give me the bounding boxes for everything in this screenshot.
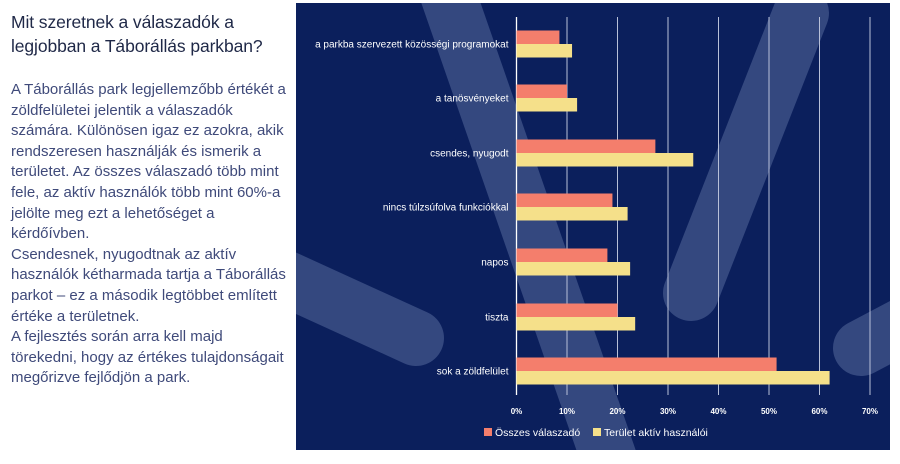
x-tick-label: 20% <box>609 407 625 416</box>
decor-stripe-3 <box>296 252 444 366</box>
x-tick-label: 70% <box>862 407 878 416</box>
legend: Összes válaszadó Terület aktív használói <box>484 427 708 439</box>
category-label: nincs túlzsúfolva funkciókkal <box>383 203 509 214</box>
decor-stripe-1 <box>421 3 636 450</box>
bar-aktiv-5 <box>516 317 636 331</box>
category-label: napos <box>481 258 508 269</box>
bar-aktiv-4 <box>516 262 631 276</box>
x-tick-label: 60% <box>811 407 827 416</box>
bar-osszes-6 <box>516 357 777 371</box>
bar-osszes-1 <box>516 84 567 98</box>
bar-osszes-5 <box>516 303 618 317</box>
bars <box>516 30 830 385</box>
decor-stripe-4 <box>833 300 890 376</box>
bar-osszes-3 <box>516 193 613 207</box>
description: A Táborállás park legjellemzőbb értékét … <box>11 80 291 389</box>
legend-label-1: Összes válaszadó <box>495 427 580 439</box>
category-label: csendes, nyugodt <box>430 149 509 160</box>
category-label: a parkba szervezett közösségi programoka… <box>315 40 509 51</box>
text-panel: Mit szeretnek a válaszadók a legjobban a… <box>11 10 291 389</box>
category-label: tiszta <box>485 313 509 324</box>
decorative-stripes <box>296 3 890 450</box>
x-tick-labels: 0% 10% 20% 30% 40% 50% 60% 70% <box>511 407 878 416</box>
bar-aktiv-0 <box>516 44 573 58</box>
x-tick-label: 10% <box>559 407 575 416</box>
bar-osszes-0 <box>516 30 560 44</box>
chart-panel: a parkba szervezett közösségi programoka… <box>296 3 890 450</box>
page-title: Mit szeretnek a válaszadók a legjobban a… <box>11 12 263 56</box>
legend-swatch-1 <box>484 428 492 436</box>
category-label: a tanösvényeket <box>436 94 509 105</box>
x-tick-label: 40% <box>710 407 726 416</box>
x-tick-label: 0% <box>511 407 523 416</box>
legend-label-2: Terület aktív használói <box>604 427 708 439</box>
bar-osszes-2 <box>516 139 656 153</box>
paragraph-1: A Táborállás park legjellemzőbb értékét … <box>11 81 286 243</box>
paragraph-3: A fejlesztés során arra kell majd töreke… <box>11 328 284 387</box>
bar-aktiv-2 <box>516 153 694 167</box>
bar-aktiv-6 <box>516 371 830 385</box>
x-tick-label: 30% <box>660 407 676 416</box>
category-label: sok a zöldfelület <box>437 367 509 378</box>
paragraph-2: Csendesnek, nyugodtnak az aktív használó… <box>11 245 286 325</box>
category-labels: a parkba szervezett közösségi programoka… <box>315 40 509 378</box>
legend-swatch-2 <box>593 428 601 436</box>
bar-osszes-4 <box>516 248 608 262</box>
bar-aktiv-1 <box>516 98 578 112</box>
decor-stripe-2 <box>663 3 829 321</box>
bar-aktiv-3 <box>516 207 628 221</box>
x-tick-label: 50% <box>761 407 777 416</box>
bar-chart: a parkba szervezett közösségi programoka… <box>296 3 890 450</box>
